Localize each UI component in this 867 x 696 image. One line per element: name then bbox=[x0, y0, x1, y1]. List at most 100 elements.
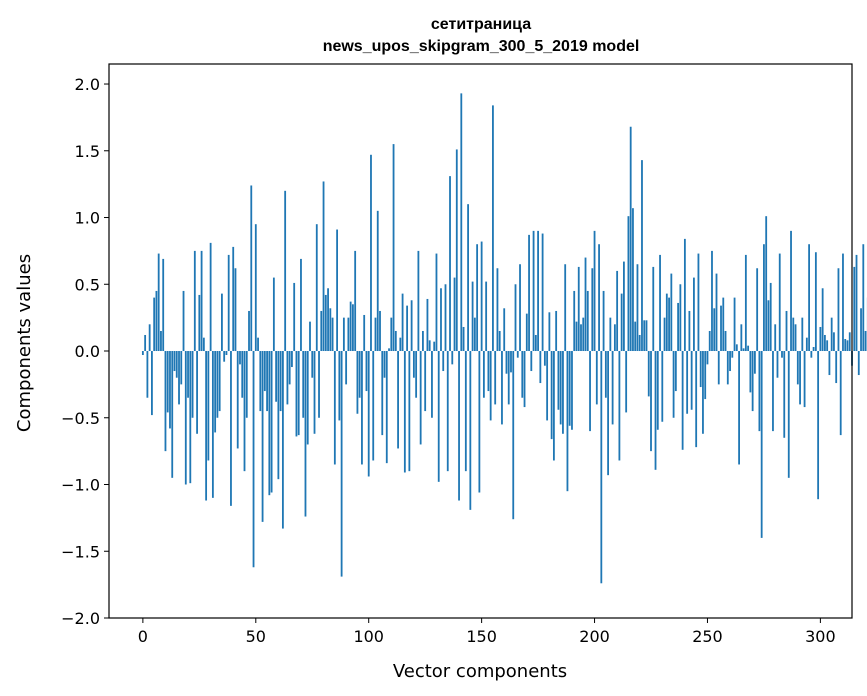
bar bbox=[781, 351, 783, 358]
bar bbox=[401, 293, 404, 352]
bar bbox=[496, 268, 499, 352]
bar bbox=[329, 308, 332, 352]
y-tick-label: 1.0 bbox=[75, 209, 100, 228]
bar bbox=[406, 305, 409, 352]
bar bbox=[645, 320, 648, 352]
bar bbox=[821, 288, 824, 352]
bar bbox=[686, 351, 689, 414]
bar bbox=[589, 351, 591, 432]
bar bbox=[814, 252, 817, 352]
bar bbox=[724, 330, 727, 352]
bar bbox=[268, 351, 271, 496]
bar bbox=[333, 351, 336, 465]
bar bbox=[306, 351, 309, 445]
bar bbox=[733, 297, 736, 352]
bar bbox=[236, 351, 239, 449]
bar bbox=[528, 234, 530, 352]
bar bbox=[699, 351, 702, 388]
bar bbox=[785, 310, 788, 352]
bar bbox=[473, 317, 476, 352]
bar bbox=[562, 351, 564, 434]
bar bbox=[853, 266, 856, 352]
bar bbox=[670, 273, 673, 352]
bar bbox=[559, 351, 562, 425]
bar bbox=[833, 332, 835, 352]
bar bbox=[611, 351, 614, 425]
bar bbox=[297, 351, 300, 436]
y-tick-label: 1.5 bbox=[75, 142, 100, 161]
bar bbox=[250, 185, 253, 352]
bar bbox=[446, 351, 449, 472]
bar bbox=[354, 250, 357, 352]
bar bbox=[862, 244, 865, 352]
bar bbox=[828, 351, 831, 376]
bar bbox=[794, 324, 797, 352]
bar bbox=[342, 317, 345, 352]
bar bbox=[275, 351, 278, 402]
bar bbox=[485, 281, 488, 352]
bar bbox=[582, 317, 585, 352]
bar bbox=[178, 351, 180, 405]
bar bbox=[512, 351, 515, 520]
bar bbox=[530, 351, 533, 372]
bar bbox=[365, 351, 368, 392]
bar bbox=[261, 351, 264, 522]
bar bbox=[392, 144, 395, 352]
bar bbox=[613, 324, 616, 352]
bar bbox=[478, 351, 481, 493]
bar bbox=[683, 238, 686, 352]
bar bbox=[175, 351, 178, 378]
bar bbox=[787, 351, 790, 478]
bar bbox=[627, 216, 630, 352]
bar bbox=[566, 351, 569, 492]
bar bbox=[153, 297, 156, 352]
bar bbox=[198, 294, 201, 352]
bar bbox=[331, 317, 334, 352]
bar bbox=[620, 293, 623, 352]
bar bbox=[424, 351, 427, 412]
bar bbox=[677, 302, 680, 352]
bar bbox=[778, 253, 781, 352]
bar bbox=[394, 330, 397, 352]
bar bbox=[638, 334, 641, 352]
bar bbox=[263, 351, 266, 392]
bar bbox=[846, 340, 849, 352]
bar bbox=[166, 351, 169, 413]
bar bbox=[148, 324, 151, 352]
bar bbox=[792, 317, 795, 352]
bar bbox=[864, 330, 867, 352]
bar bbox=[753, 351, 756, 374]
bar bbox=[191, 351, 194, 418]
bar bbox=[808, 244, 810, 352]
bar bbox=[824, 334, 826, 352]
bar bbox=[654, 351, 657, 470]
bar bbox=[189, 351, 192, 484]
bar bbox=[688, 310, 691, 352]
bar bbox=[324, 294, 327, 352]
bar bbox=[338, 351, 341, 421]
bar bbox=[370, 154, 372, 352]
bar bbox=[467, 204, 469, 352]
bar bbox=[790, 230, 792, 352]
bar bbox=[826, 340, 829, 352]
bar bbox=[272, 277, 275, 352]
bar bbox=[708, 330, 711, 352]
bar bbox=[293, 282, 296, 352]
bar bbox=[767, 300, 770, 352]
bar bbox=[460, 93, 463, 352]
x-tick-label: 200 bbox=[579, 627, 610, 646]
bar bbox=[311, 351, 314, 378]
bar bbox=[281, 351, 284, 529]
bar bbox=[799, 351, 801, 405]
bar bbox=[494, 351, 497, 405]
y-tick-label: −0.5 bbox=[61, 409, 100, 428]
bar bbox=[453, 277, 456, 352]
bar bbox=[349, 301, 352, 352]
bar bbox=[322, 181, 325, 352]
bar bbox=[202, 337, 205, 352]
bar bbox=[693, 277, 695, 352]
y-tick-label: 0.0 bbox=[75, 342, 100, 361]
bar bbox=[652, 266, 655, 352]
bar bbox=[602, 290, 605, 352]
